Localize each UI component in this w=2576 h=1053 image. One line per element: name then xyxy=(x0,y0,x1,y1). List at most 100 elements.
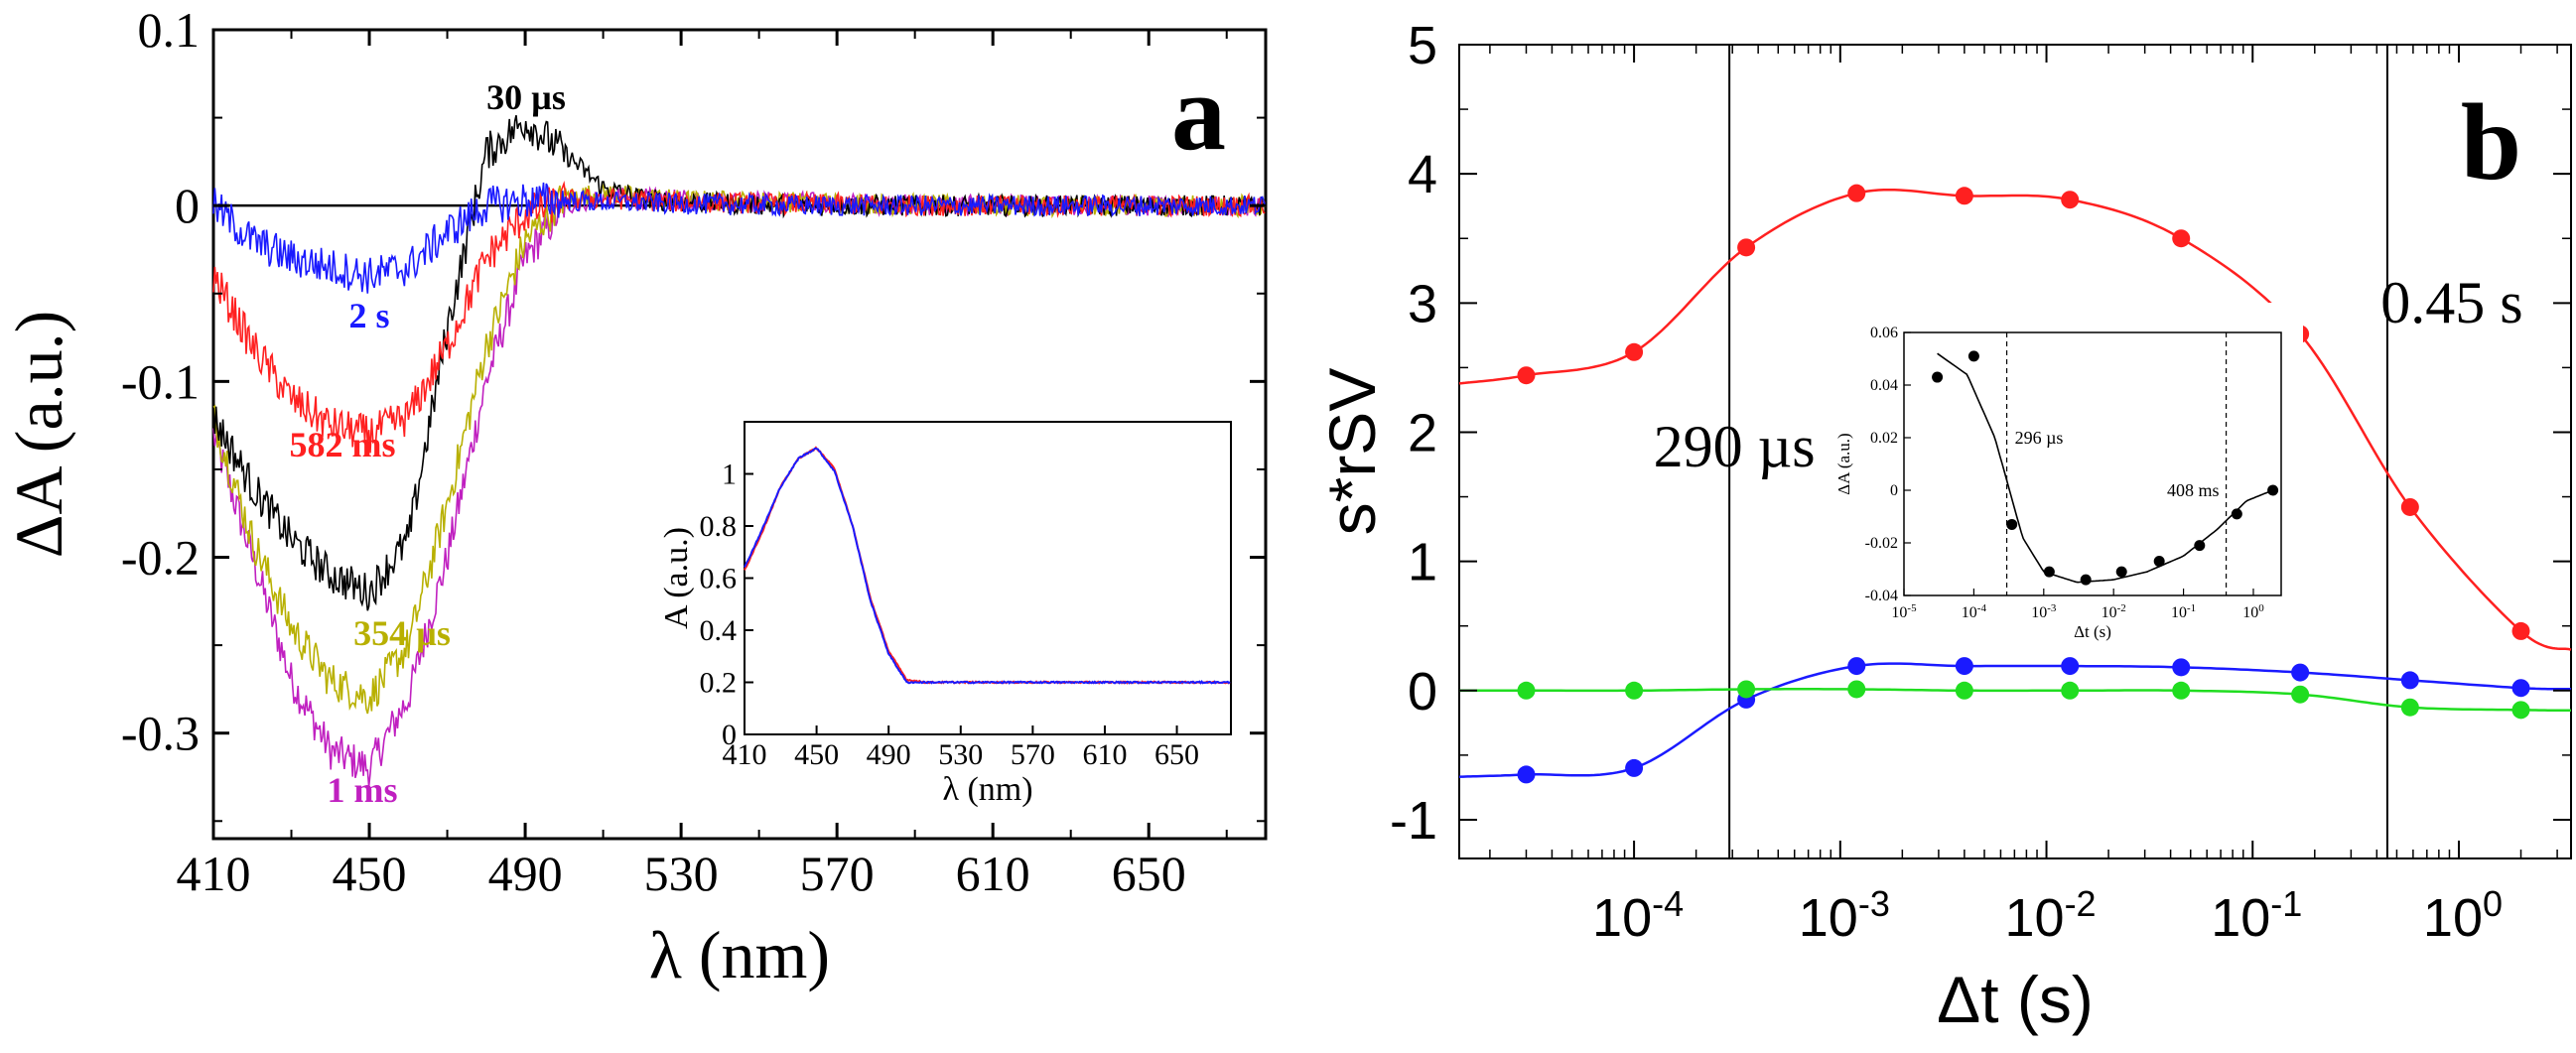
panel-a-inset-x-axis-label: λ (nm) xyxy=(942,771,1032,808)
panel-b-data-point xyxy=(1847,657,1866,676)
panel-a-series-label-2: 30 µs xyxy=(486,77,566,117)
panel-a-x-tick-label-3: 530 xyxy=(644,846,719,901)
panel-a-y-tick-label-2: -0.1 xyxy=(121,353,200,409)
panel-b-inset-y-tick-label-3: 0 xyxy=(1890,482,1898,499)
panel-b-y-axis-label: s*rSV xyxy=(1315,368,1389,536)
panel-b-data-point xyxy=(1625,758,1644,777)
panel-a-inset-x-tick-label-5: 610 xyxy=(1082,738,1127,771)
panel-b-inset: 296 µs 408 ms 10-5 10-4 10-3 10-2 10-1 100 0.06 0… xyxy=(1817,303,2303,655)
panel-a-inset-y-tick-label-5: 1 xyxy=(722,459,737,491)
panel-b-inset-x-tick-label-2: 10-3 xyxy=(2031,602,2057,621)
panel-b-data-point xyxy=(2400,497,2419,516)
panel-b-series-line-0 xyxy=(1458,188,2572,651)
panel-b-inset-fit-line xyxy=(1937,352,2273,584)
panel-b-x-tick-label-0: 10-4 xyxy=(1592,883,1684,948)
panel-b-inset-data-point xyxy=(1932,371,1944,383)
panel-b-inset-x-tick-label-5: 100 xyxy=(2242,602,2264,621)
panel-a-x-tick-label-0: 410 xyxy=(177,846,251,901)
panel-b-data-point xyxy=(2172,229,2191,248)
panel-a: 410 450 490 530 570 610 650 0.1 0 -0.1 -0.2 -0.3 λ … xyxy=(1,2,1268,992)
panel-b-inset-data-point xyxy=(2153,556,2165,568)
panel-b-data-point xyxy=(2061,681,2080,700)
panel-b-vline-label-1: 0.45 s xyxy=(2380,270,2522,335)
panel-a-x-tick-label-1: 450 xyxy=(333,846,407,901)
panel-b-inset-x-tick-label-1: 10-4 xyxy=(1962,602,1987,621)
panel-b-inset-vline-label-1: 408 ms xyxy=(2167,480,2220,500)
panel-b-data-point xyxy=(2061,657,2080,676)
panel-b-y-tick-label-4: 3 xyxy=(1408,274,1437,333)
panel-b-data-point xyxy=(1517,366,1536,385)
panel-a-inset-x-tick-label-4: 570 xyxy=(1011,738,1055,771)
panel-b-inset-data-point xyxy=(1967,350,1979,362)
panel-b-inset-y-tick-label-4: -0.02 xyxy=(1865,535,1898,552)
panel-a-inset-y-tick-label-0: 0 xyxy=(722,719,737,751)
panel-b-data-point xyxy=(2400,698,2419,717)
panel-b-data-point xyxy=(2172,681,2191,700)
panel-b-data-point xyxy=(2511,701,2530,720)
panel-b-data-point xyxy=(2291,663,2310,682)
panel-b-data-point xyxy=(1517,681,1536,700)
panel-b-inset-y-tick-label-5: -0.04 xyxy=(1865,588,1898,604)
panel-a-inset-x-tick-label-1: 450 xyxy=(794,738,839,771)
panel-a-inset-y-tick-label-4: 0.8 xyxy=(700,510,738,543)
panel-a-series-label-3: 582 ms xyxy=(290,425,396,464)
panel-b: 10-4 10-3 10-2 10-1 100 -1 0 1 2 3 4 5 Δt (s) s*rSV… xyxy=(1315,16,2572,1036)
panel-b-inset-data-point xyxy=(2006,518,2018,530)
panel-a-inset-y-tick-label-3: 0.6 xyxy=(700,563,738,595)
panel-b-x-tick-label-4: 100 xyxy=(2423,883,2503,948)
panel-b-y-tick-label-5: 4 xyxy=(1408,145,1437,204)
panel-b-data-point xyxy=(2511,621,2530,640)
panel-b-y-tick-label-6: 5 xyxy=(1408,16,1437,75)
panel-a-x-tick-label-6: 650 xyxy=(1112,846,1186,901)
panel-b-data-point xyxy=(1737,680,1756,699)
panel-a-y-axis-label: ΔA (a.u.) xyxy=(1,311,76,559)
panel-b-data-point xyxy=(1625,681,1644,700)
panel-b-data-point xyxy=(1625,342,1644,361)
panel-a-y-tick-label-1: 0 xyxy=(175,178,200,233)
panel-b-inset-y-tick-label-2: 0.02 xyxy=(1870,430,1898,447)
panel-b-data-point xyxy=(2511,679,2530,698)
panel-a-series-labels: 1 ms 354 µs 30 µs 582 ms 2 s xyxy=(290,77,566,810)
panel-b-y-tick-label-3: 2 xyxy=(1408,403,1437,462)
panel-b-series-line-2 xyxy=(1459,688,2571,712)
panel-a-inset-x-tick-label-6: 650 xyxy=(1154,738,1199,771)
panel-b-letter: b xyxy=(2461,81,2521,202)
panel-b-data-point xyxy=(1955,681,1973,700)
panel-a-y-tick-label-4: -0.3 xyxy=(121,706,200,761)
panel-b-inset-vline-label-0: 296 µs xyxy=(2015,428,2064,448)
panel-b-inset-y-tick-label-0: 0.06 xyxy=(1870,325,1898,341)
panel-a-y-tick-label-0: 0.1 xyxy=(138,2,201,58)
panel-a-inset: 410 450 490 530 570 610 650 0 0.2 0.4 0.6 0.8 1 λ (nm… xyxy=(658,421,1232,808)
panel-a-series xyxy=(212,115,1267,788)
panel-a-inset-x-tick-label-3: 530 xyxy=(938,738,983,771)
panel-b-inset-data-point xyxy=(2267,484,2279,496)
panel-b-inset-frame xyxy=(1903,331,2282,596)
panel-a-series-label-1: 354 µs xyxy=(353,613,451,653)
panel-b-data-point xyxy=(1847,680,1866,699)
panel-a-inset-x-tick-label-0: 410 xyxy=(723,738,767,771)
panel-a-x-axis-label: λ (nm) xyxy=(649,917,830,992)
panel-a-inset-y-axis-label: A (a.u.) xyxy=(658,527,695,629)
panel-b-data-point xyxy=(2291,685,2310,704)
panel-b-data-point xyxy=(2172,658,2191,677)
panel-b-inset-x-tick-label-3: 10-2 xyxy=(2101,602,2126,621)
panel-b-y-tick-label-0: -1 xyxy=(1390,791,1437,851)
panel-a-series-line-4 xyxy=(212,182,1267,294)
panel-b-ticks: 10-4 10-3 10-2 10-1 100 -1 0 1 2 3 4 5 xyxy=(1390,16,2571,948)
panel-a-ticks: 410 450 490 530 570 610 650 0.1 0 -0.1 -0.2 -0.3 xyxy=(121,2,1266,901)
panel-a-inset-series-line-1 xyxy=(744,447,1231,685)
panel-a-inset-frame xyxy=(744,421,1232,735)
panel-b-y-tick-label-1: 0 xyxy=(1408,662,1437,722)
panel-b-inset-data-point xyxy=(2080,574,2092,586)
panel-a-y-tick-label-3: -0.2 xyxy=(121,530,200,586)
panel-b-inset-y-axis-label: ΔA (a.u.) xyxy=(1834,433,1853,494)
panel-b-inset-x-tick-label-0: 10-5 xyxy=(1891,602,1917,621)
panel-a-x-tick-label-4: 570 xyxy=(800,846,875,901)
panel-b-inset-x-axis-label: Δt (s) xyxy=(2074,622,2111,641)
panel-b-vline-labels: 290 µs 0.45 s xyxy=(1654,270,2523,479)
panel-b-data-point xyxy=(1517,765,1536,784)
panel-b-vline-label-0: 290 µs xyxy=(1654,414,1816,479)
panel-a-x-tick-label-5: 610 xyxy=(956,846,1030,901)
panel-b-x-tick-label-1: 10-3 xyxy=(1799,883,1890,948)
panel-b-x-axis-label: Δt (s) xyxy=(1937,963,2094,1036)
